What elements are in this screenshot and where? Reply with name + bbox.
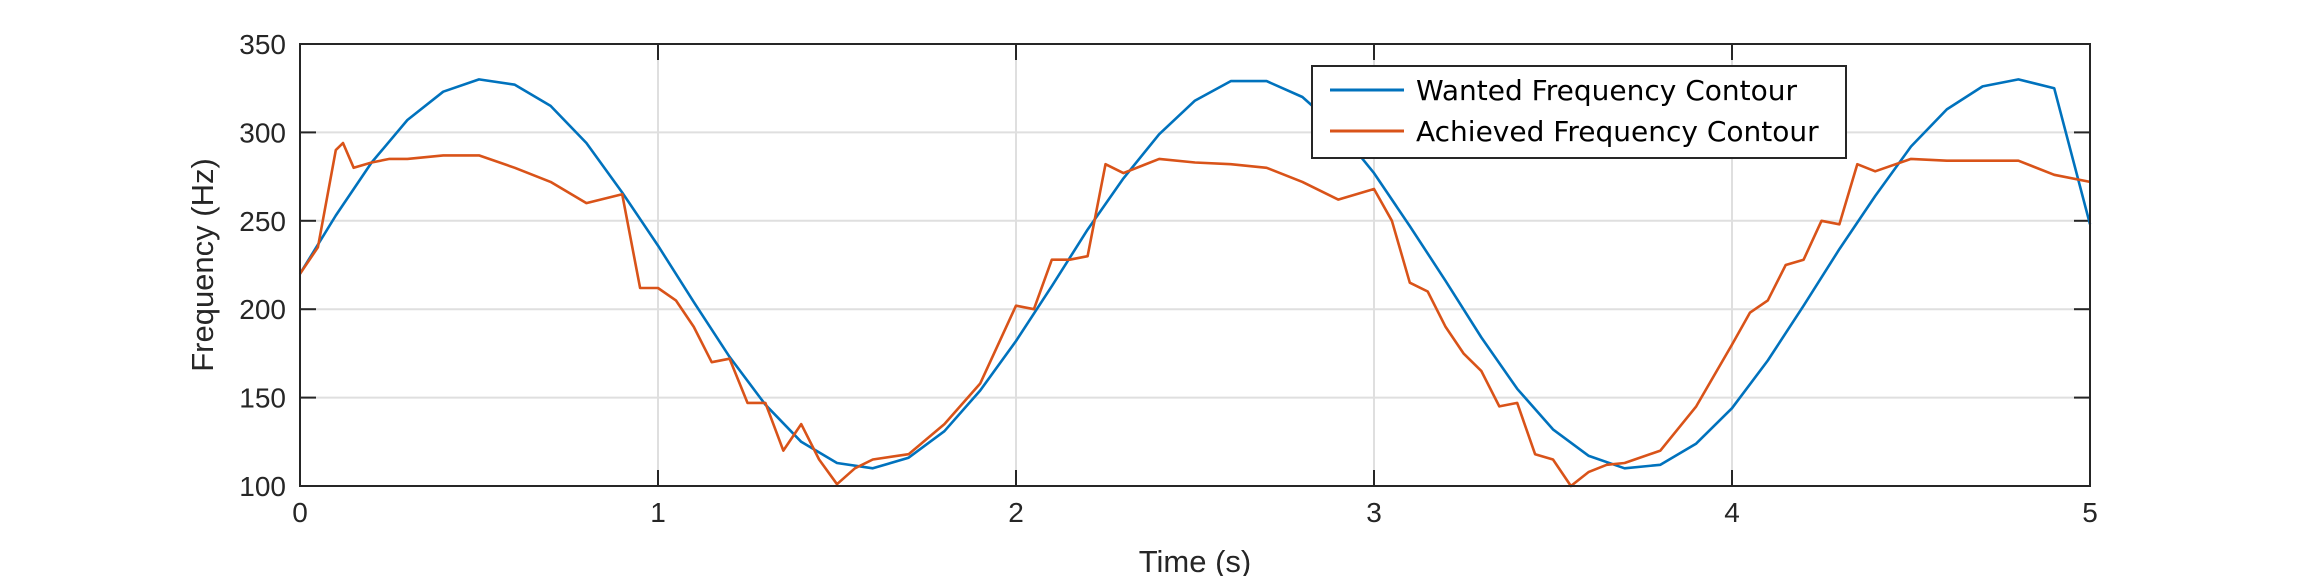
y-tick-label: 100: [239, 471, 286, 502]
series-line-wanted: [298, 78, 2092, 470]
x-tick-label: 0: [292, 497, 308, 528]
x-tick-label: 4: [1724, 497, 1740, 528]
x-tick-label: 5: [2082, 497, 2098, 528]
tick-label-layer: 0 1 2 3 4 5 100 150 200 250 300 350: [239, 29, 2098, 528]
legend-box: [1311, 65, 1847, 159]
y-tick-label: 200: [239, 294, 286, 325]
y-tick-label: 250: [239, 206, 286, 237]
x-axis-label: Time (s): [1139, 544, 1252, 576]
x-tick-label: 3: [1366, 497, 1382, 528]
x-tick-label: 2: [1008, 497, 1024, 528]
legend: Wanted Frequency Contour Achieved Freque…: [1311, 65, 1847, 159]
legend-label-achieved: Achieved Frequency Contour: [1416, 115, 1819, 148]
series-line-achieved: [298, 141, 2091, 488]
series-layer: [298, 78, 2092, 488]
plot-area-frame: [299, 43, 2091, 487]
y-tick-label: 150: [239, 383, 286, 414]
y-axis-label: Frequency (Hz): [185, 158, 220, 372]
legend-label-wanted: Wanted Frequency Contour: [1416, 74, 1798, 107]
y-tick-label: 300: [239, 117, 286, 148]
x-tick-label: 1: [650, 497, 666, 528]
y-tick-label: 350: [239, 29, 286, 60]
